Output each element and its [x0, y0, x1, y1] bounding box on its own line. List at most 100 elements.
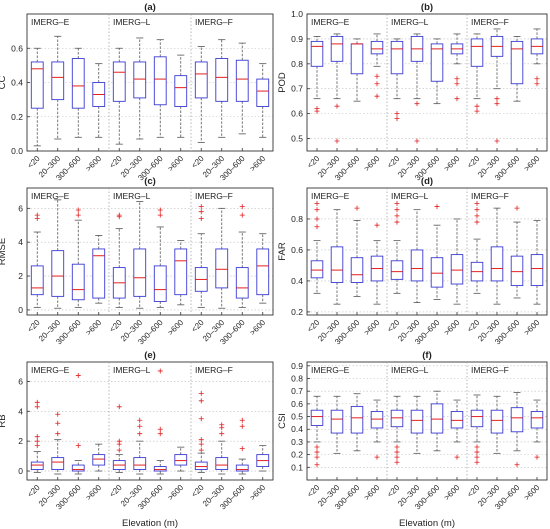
x-tick-label: >600 [248, 154, 267, 173]
outlier-marker [314, 106, 320, 112]
x-tick-label: <20 [26, 154, 42, 170]
outlier-marker [454, 81, 460, 87]
y-tick-label: 0.1 [291, 462, 303, 472]
outlier-marker [534, 454, 540, 460]
box-plot [174, 54, 188, 138]
box-iqr [450, 411, 464, 429]
box-iqr [30, 61, 44, 109]
box-iqr [71, 58, 85, 109]
box-plot [390, 200, 404, 294]
outlier-marker [474, 454, 480, 460]
outlier-marker [198, 416, 204, 422]
chart-panel-1: 0.00.20.40.6(a)CCIMERG–E<2020–300300–600… [0, 2, 274, 182]
box-plot [153, 39, 167, 138]
box-plot [490, 28, 504, 144]
box-plot [490, 395, 504, 454]
outlier-marker [474, 207, 480, 213]
outlier-marker [314, 207, 320, 213]
box-plot [51, 199, 65, 309]
x-tick-label: >600 [522, 318, 541, 337]
box-iqr [215, 248, 229, 289]
plot-frame [26, 361, 274, 481]
box-iqr [51, 457, 65, 470]
box-iqr [133, 457, 147, 470]
y-tick-label: 1.0 [291, 9, 303, 19]
box-iqr [430, 257, 444, 288]
x-tick-label: <20 [108, 154, 124, 170]
box-iqr [30, 265, 44, 296]
outlier-marker [314, 462, 320, 468]
box-plot [310, 36, 324, 114]
outlier-marker [474, 449, 480, 455]
outlier-marker [198, 390, 204, 396]
x-tick-label: >600 [166, 483, 185, 502]
x-tick-label: <20 [190, 154, 206, 170]
box-plot [112, 212, 126, 308]
box-plot [30, 399, 44, 473]
outlier-marker [374, 81, 380, 87]
box-plot [390, 395, 404, 465]
box-plot [51, 411, 65, 475]
box-plot [470, 394, 484, 465]
y-axis-label: CSI [277, 413, 288, 429]
x-tick-label: <20 [305, 318, 321, 334]
box-iqr [153, 265, 167, 302]
x-tick-label: >600 [362, 154, 381, 173]
outlier-marker [534, 81, 540, 87]
box-plot [310, 200, 324, 294]
box-plot [112, 47, 126, 145]
x-tick-label: <20 [108, 483, 124, 499]
box-iqr [410, 249, 424, 282]
panel-label: (d) [421, 176, 433, 187]
box-plot [350, 393, 364, 452]
box-iqr [370, 40, 384, 55]
box-plot [450, 399, 464, 460]
x-tick-label: >600 [522, 154, 541, 173]
x-tick-label: >600 [362, 483, 381, 502]
box-plot [370, 222, 384, 305]
box-iqr [390, 260, 404, 280]
outlier-marker [116, 447, 122, 453]
x-tick-label: <20 [190, 318, 206, 334]
outlier-marker [474, 103, 480, 109]
y-axis-label: RMSE [0, 238, 8, 265]
outlier-marker [198, 209, 204, 215]
series-label: IMERG–F [195, 191, 233, 201]
box-iqr [194, 461, 208, 470]
x-tick-label: <20 [385, 318, 401, 334]
outlier-marker [219, 431, 225, 437]
outlier-marker [314, 216, 320, 222]
outlier-marker [534, 76, 540, 82]
x-tick-label: <20 [190, 483, 206, 499]
outlier-marker [474, 213, 480, 219]
outlier-marker [474, 108, 480, 114]
plot-frame [26, 13, 274, 152]
series-label: IMERG–L [113, 365, 151, 375]
box-iqr [510, 407, 524, 433]
box-iqr [390, 409, 404, 428]
outlier-marker [75, 372, 81, 378]
box-plot [194, 46, 208, 143]
y-tick-label: 0.8 [291, 214, 303, 224]
box-iqr [530, 411, 544, 429]
box-plot [350, 38, 364, 102]
x-tick-label: <20 [26, 483, 42, 499]
box-iqr [215, 457, 229, 470]
series-label: IMERG–L [391, 17, 429, 27]
box-iqr [51, 61, 65, 101]
outlier-marker [514, 462, 520, 468]
y-tick-label: 4 [18, 237, 23, 247]
y-tick-label: 0.6 [291, 399, 303, 409]
box-plot [112, 404, 126, 473]
outlier-marker [157, 368, 163, 374]
box-iqr [430, 403, 444, 434]
box-iqr [133, 61, 147, 99]
box-plot [470, 200, 484, 294]
outlier-marker [374, 93, 380, 99]
box-iqr [153, 56, 167, 106]
y-tick-label: 0.8 [291, 59, 303, 69]
box-iqr [490, 246, 504, 282]
y-tick-label: 0.9 [291, 34, 303, 44]
outlier-marker [198, 398, 204, 404]
